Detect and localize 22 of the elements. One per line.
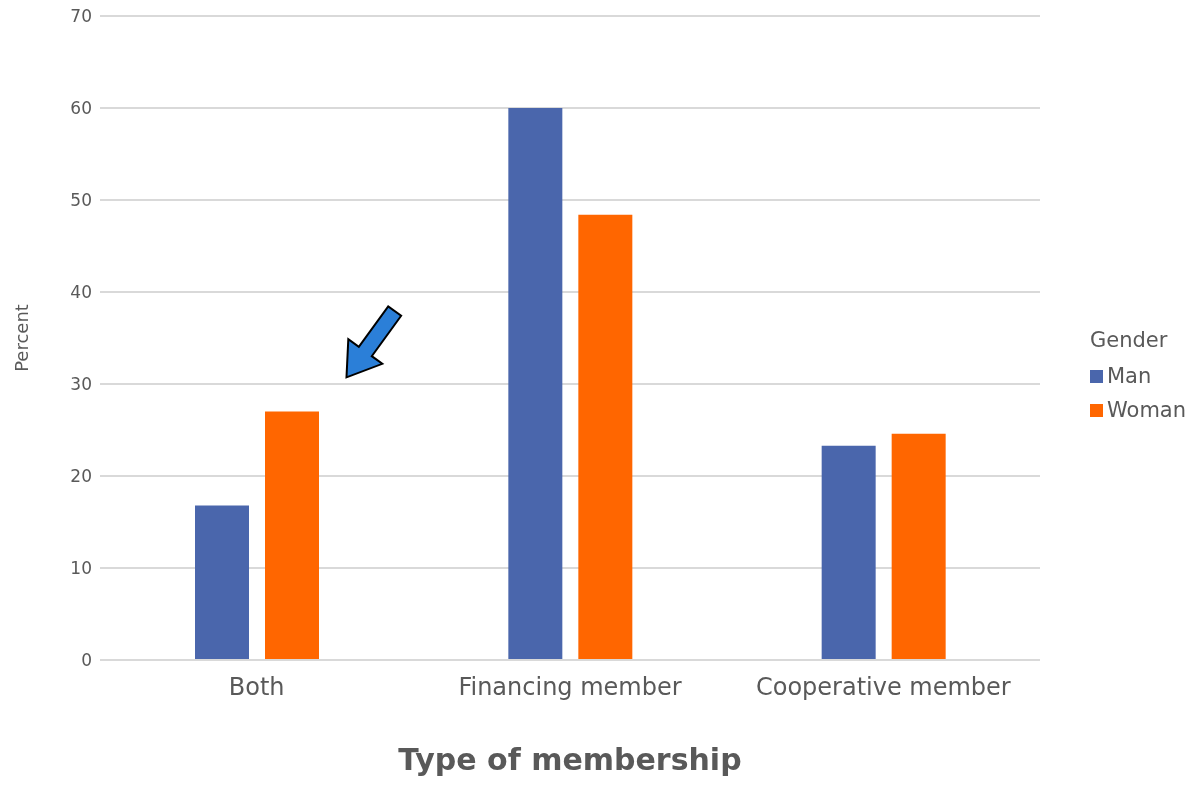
bar (578, 214, 633, 660)
y-tick-label: 50 (70, 190, 92, 211)
x-tick-label: Financing member (458, 673, 682, 702)
x-tick-label: Both (228, 673, 285, 702)
y-tick-label: 70 (70, 6, 92, 27)
y-tick-label: 10 (70, 558, 92, 579)
y-tick-label: 60 (70, 98, 92, 119)
legend-label: Man (1107, 364, 1152, 388)
bar (265, 411, 319, 660)
y-tick-label: 0 (81, 650, 92, 671)
legend-title: Gender (1090, 328, 1169, 352)
y-tick-label: 40 (70, 282, 92, 303)
x-axis-title: Type of membership (398, 742, 742, 777)
bar (821, 445, 876, 660)
y-tick-label: 20 (70, 466, 92, 487)
legend-label: Woman (1107, 398, 1187, 422)
bar (195, 505, 249, 660)
y-tick-label: 30 (70, 374, 92, 395)
x-tick-label: Cooperative member (755, 673, 1011, 702)
bar (508, 108, 563, 660)
y-axis-title: Percent (11, 304, 33, 372)
bar (891, 433, 946, 660)
